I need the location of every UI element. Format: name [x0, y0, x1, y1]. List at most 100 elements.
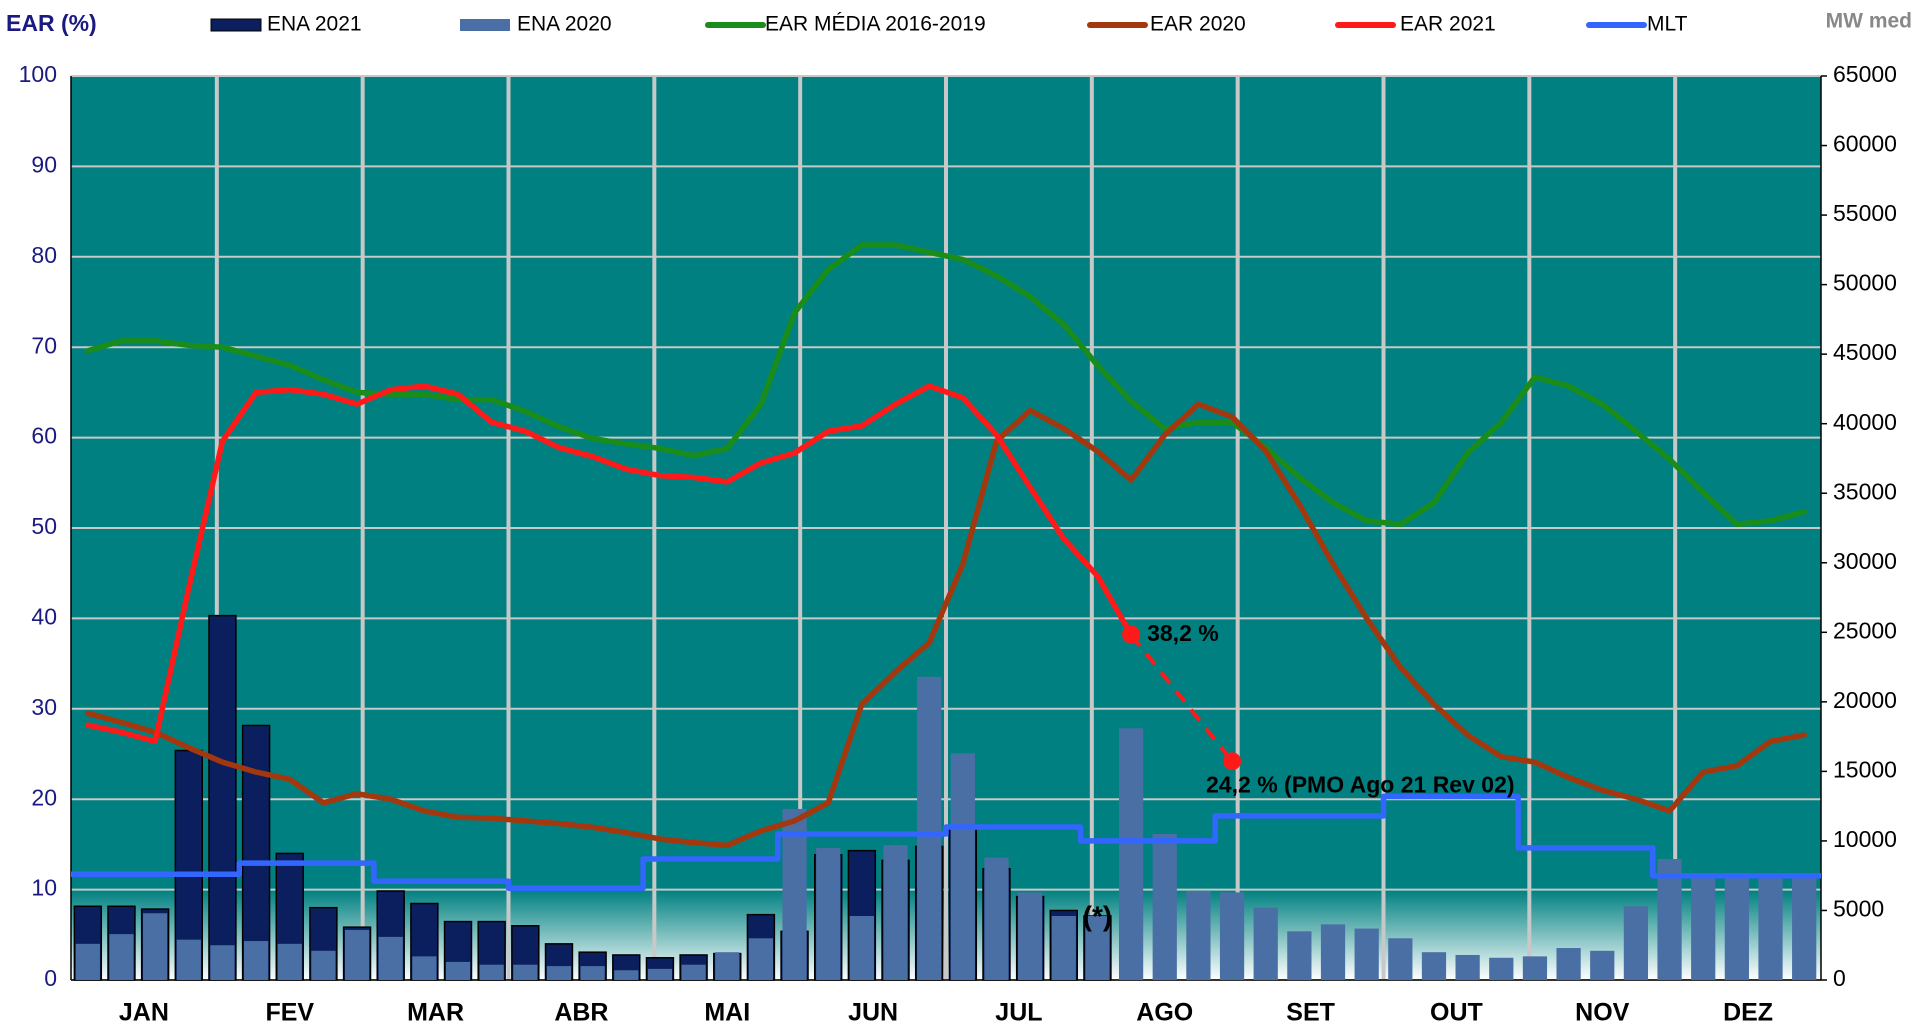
y2-tick-label: 65000	[1833, 61, 1897, 87]
y2-tick-label: 10000	[1833, 826, 1897, 852]
y2-tick-label: 5000	[1833, 896, 1884, 922]
bar	[1590, 950, 1615, 980]
legend-label: EAR 2020	[1150, 13, 1246, 36]
y-tick-label: 100	[19, 61, 57, 87]
bar	[1018, 892, 1043, 980]
y2-tick-label: 30000	[1833, 548, 1897, 574]
projection-point	[1122, 625, 1141, 644]
x-tick-label: MAR	[407, 999, 464, 1027]
y2-tick-label: 25000	[1833, 617, 1897, 643]
y2-tick-label: 0	[1833, 965, 1846, 991]
bar	[816, 847, 841, 980]
bar	[681, 964, 706, 980]
bar	[1388, 938, 1413, 980]
bar	[1051, 916, 1076, 980]
bar	[1219, 892, 1245, 980]
bar	[1792, 874, 1817, 980]
bar	[1253, 907, 1278, 980]
step-line	[71, 793, 1821, 891]
bar	[176, 939, 201, 980]
y-tick-label: 70	[31, 332, 57, 358]
bar	[210, 945, 235, 980]
legend-swatch	[460, 19, 510, 31]
y2-tick-label: 60000	[1833, 131, 1897, 157]
bar	[479, 964, 504, 980]
bar	[1287, 931, 1312, 980]
bar	[614, 970, 639, 980]
bar	[1758, 875, 1783, 980]
x-tick-label: NOV	[1575, 999, 1630, 1027]
bar	[950, 753, 975, 980]
bar	[1556, 948, 1581, 980]
y-tick-label: 10	[31, 875, 57, 901]
x-tick-label: SET	[1286, 999, 1335, 1027]
y2-tick-label: 20000	[1833, 687, 1897, 713]
y-axis-title: EAR (%)	[6, 10, 97, 36]
bar	[344, 929, 370, 980]
data-label: 38,2 %	[1147, 620, 1219, 646]
projection-line	[1129, 633, 1234, 763]
bar	[1691, 877, 1716, 980]
bar	[748, 938, 774, 980]
legend-label: EAR MÉDIA 2016-2019	[765, 13, 986, 36]
bar	[1724, 872, 1749, 980]
y-tick-label: 0	[44, 965, 57, 991]
x-tick-label: ABR	[554, 999, 608, 1027]
line	[85, 242, 1807, 528]
y-tick-label: 60	[31, 423, 57, 449]
bar	[311, 950, 336, 980]
bar	[243, 941, 269, 980]
bar	[1657, 859, 1682, 980]
x-tick-label: MAI	[704, 999, 750, 1027]
legend-label: EAR 2021	[1400, 13, 1496, 36]
bar	[883, 845, 908, 980]
bar	[782, 808, 807, 980]
bar	[513, 964, 538, 980]
bar	[1118, 728, 1144, 980]
line	[85, 383, 1134, 745]
bar	[1152, 833, 1177, 980]
bar	[1320, 924, 1346, 980]
y-tick-label: 90	[31, 151, 57, 177]
bar	[580, 966, 605, 980]
y2-tick-label: 55000	[1833, 200, 1897, 226]
y2-tick-label: 45000	[1833, 339, 1897, 365]
legend-label: MLT	[1647, 13, 1688, 36]
data-label: 24,2 % (PMO Ago 21 Rev 02)	[1206, 771, 1514, 797]
note: (*)	[1083, 900, 1113, 931]
bar	[1354, 928, 1379, 980]
legend-label: ENA 2020	[517, 13, 612, 36]
x-tick-label: JUL	[995, 999, 1042, 1027]
bar	[1186, 890, 1211, 980]
bar	[984, 857, 1009, 980]
bar	[1623, 906, 1649, 980]
bar	[1085, 916, 1110, 980]
projection-point	[1223, 752, 1242, 771]
y-tick-label: 20	[31, 784, 57, 810]
bar	[412, 956, 437, 980]
bar	[1489, 957, 1514, 980]
bar	[109, 934, 134, 980]
y-tick-label: 80	[31, 242, 57, 268]
x-tick-label: JUN	[848, 999, 898, 1027]
bar	[378, 936, 403, 980]
x-tick-label: FEV	[265, 999, 314, 1027]
y2-tick-label: 40000	[1833, 409, 1897, 435]
x-tick-label: JAN	[119, 999, 169, 1027]
x-tick-label: OUT	[1430, 999, 1483, 1027]
bar	[1421, 952, 1447, 980]
bar	[647, 968, 673, 980]
x-tick-label: AGO	[1136, 999, 1193, 1027]
bar	[277, 943, 302, 980]
bar	[208, 614, 237, 981]
y-tick-label: 50	[31, 513, 57, 539]
bar	[445, 961, 471, 980]
y2-tick-label: 15000	[1833, 756, 1897, 782]
y-tick-label: 30	[31, 694, 57, 720]
y2-tick-label: 50000	[1833, 270, 1897, 296]
y2-tick-label: 35000	[1833, 478, 1897, 504]
bar	[75, 943, 100, 980]
y2-axis-title: MW med	[1826, 10, 1912, 33]
